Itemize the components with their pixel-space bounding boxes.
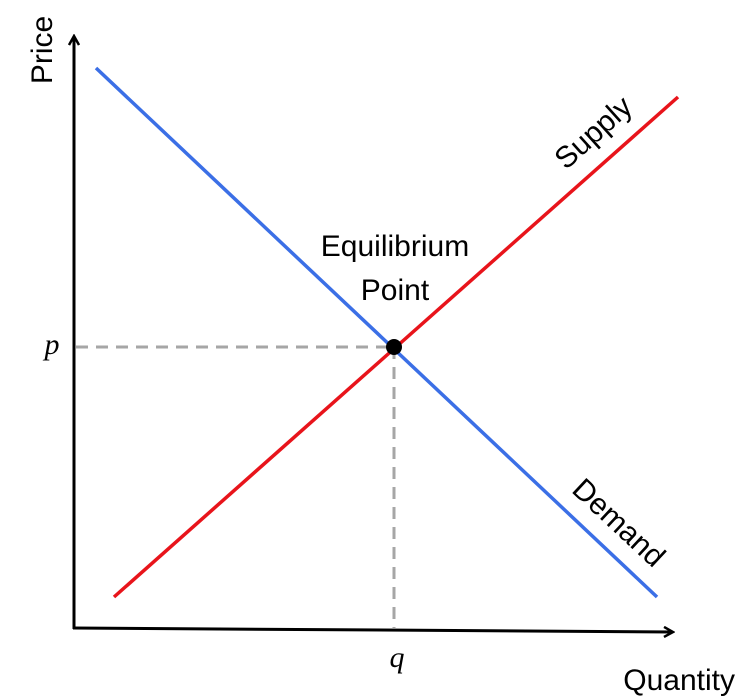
y-axis-label: Price (26, 16, 59, 84)
equilibrium-label: Point (361, 274, 430, 307)
x-axis-label: Quantity (623, 664, 735, 697)
demand-curve (94, 66, 659, 599)
x-axis (72, 628, 673, 632)
quantity-label: q (390, 641, 405, 674)
equilibrium-point (386, 339, 402, 355)
equilibrium-label: Equilibrium (321, 230, 469, 263)
supply-label: Supply (549, 90, 639, 176)
price-label: p (43, 328, 60, 361)
